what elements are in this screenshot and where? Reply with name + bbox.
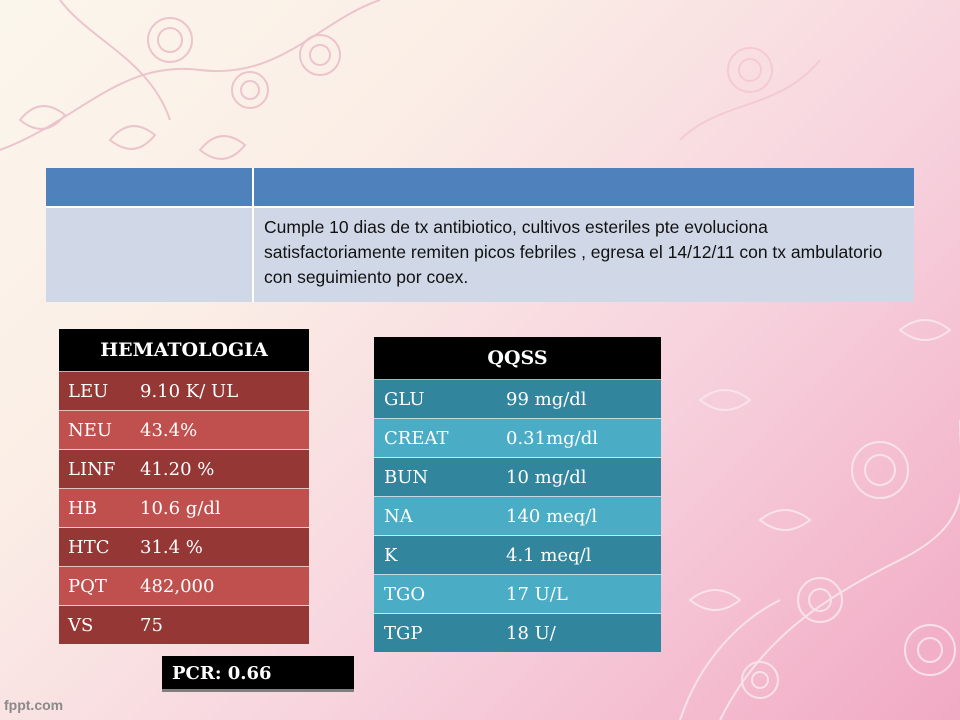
lab-value: 41.20 % (138, 449, 309, 489)
table-row: HTC 31.4 % (59, 527, 309, 567)
lab-key: HB (59, 488, 138, 528)
lab-key: TGP (374, 613, 506, 652)
table-row: LEU 9.10 K/ UL (59, 371, 309, 411)
lab-value: 99 mg/dl (506, 379, 661, 419)
table-row: K 4.1 meq/l (374, 535, 661, 575)
lab-key: GLU (374, 379, 506, 419)
lab-value: 10 mg/dl (506, 457, 661, 497)
table-row: VS 75 (59, 605, 309, 644)
lab-key: NA (374, 496, 506, 536)
hematologia-header-row: HEMATOLOGIA (59, 329, 309, 372)
lab-value: 140 meq/l (506, 496, 661, 536)
lab-value: 9.10 K/ UL (138, 371, 309, 411)
lab-value: 4.1 meq/l (506, 535, 661, 575)
table-row: LINF 41.20 % (59, 449, 309, 489)
watermark: fppt.com (4, 697, 64, 713)
summary-table: Cumple 10 dias de tx antibiotico, cultiv… (46, 168, 914, 302)
hematologia-table: HEMATOLOGIA LEU 9.10 K/ UL NEU 43.4% LIN… (59, 329, 309, 644)
table-row: CREAT 0.31mg/dl (374, 418, 661, 458)
lab-value: 18 U/ (506, 613, 661, 652)
lab-value: 75 (138, 605, 309, 644)
lab-key: CREAT (374, 418, 506, 458)
table-row: PQT 482,000 (59, 566, 309, 606)
hematologia-title: HEMATOLOGIA (59, 329, 309, 372)
lab-key: HTC (59, 527, 138, 567)
summary-header-cell-2 (253, 168, 914, 207)
table-row: NEU 43.4% (59, 410, 309, 450)
qqss-title: QQSS (374, 337, 661, 380)
table-row: TGO 17 U/L (374, 574, 661, 614)
lab-key: LEU (59, 371, 138, 411)
lab-value: 0.31mg/dl (506, 418, 661, 458)
lab-value: 43.4% (138, 410, 309, 450)
qqss-table: QQSS GLU 99 mg/dl CREAT 0.31mg/dl BUN 10… (374, 337, 661, 652)
table-row: BUN 10 mg/dl (374, 457, 661, 497)
summary-header-cell-1 (46, 168, 254, 207)
table-row: NA 140 meq/l (374, 496, 661, 536)
lab-key: K (374, 535, 506, 575)
lab-key: PQT (59, 566, 138, 606)
pcr-box: PCR: 0.66 (162, 656, 354, 692)
lab-value: 17 U/L (506, 574, 661, 614)
lab-value: 31.4 % (138, 527, 309, 567)
qqss-header-row: QQSS (374, 337, 661, 380)
table-row: HB 10.6 g/dl (59, 488, 309, 528)
summary-body-row: Cumple 10 dias de tx antibiotico, cultiv… (46, 206, 914, 302)
table-row: GLU 99 mg/dl (374, 379, 661, 419)
lab-key: NEU (59, 410, 138, 450)
lab-key: TGO (374, 574, 506, 614)
lab-key: LINF (59, 449, 138, 489)
table-row: TGP 18 U/ (374, 613, 661, 652)
lab-key: BUN (374, 457, 506, 497)
lab-value: 10.6 g/dl (138, 488, 309, 528)
summary-body-cell-2: Cumple 10 dias de tx antibiotico, cultiv… (253, 206, 914, 302)
summary-body-cell-1 (46, 206, 254, 302)
summary-text: Cumple 10 dias de tx antibiotico, cultiv… (264, 217, 883, 287)
summary-header-row (46, 168, 914, 207)
lab-key: VS (59, 605, 138, 644)
lab-value: 482,000 (138, 566, 309, 606)
